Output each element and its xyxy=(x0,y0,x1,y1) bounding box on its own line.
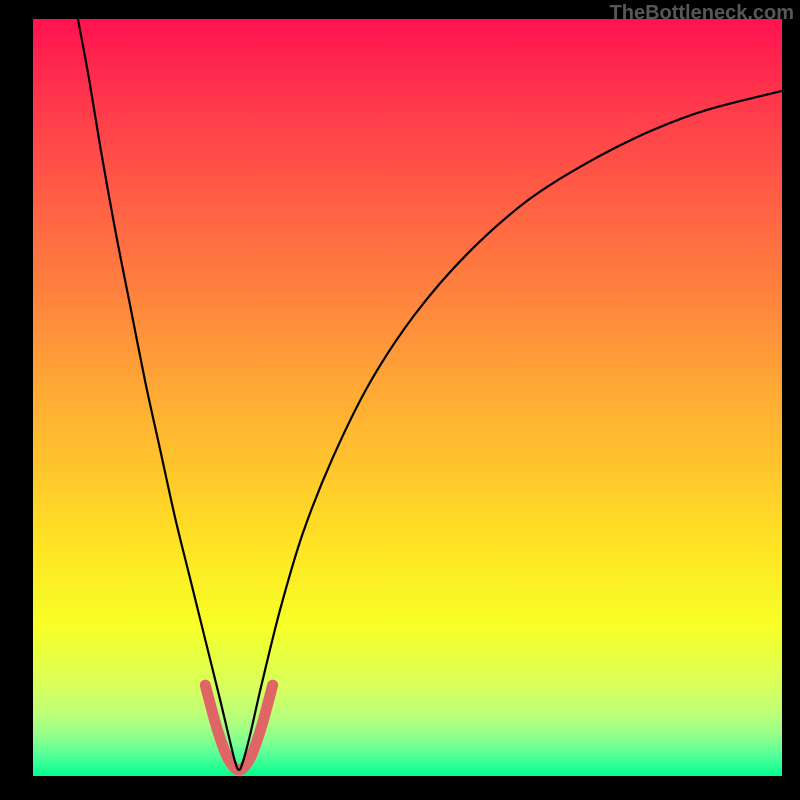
bottleneck-curve xyxy=(78,19,782,770)
valley-highlight xyxy=(205,685,272,770)
chart-frame: TheBottleneck.com xyxy=(0,0,800,800)
plot-area xyxy=(33,19,782,776)
curve-layer xyxy=(33,19,782,776)
watermark-text: TheBottleneck.com xyxy=(610,2,794,25)
